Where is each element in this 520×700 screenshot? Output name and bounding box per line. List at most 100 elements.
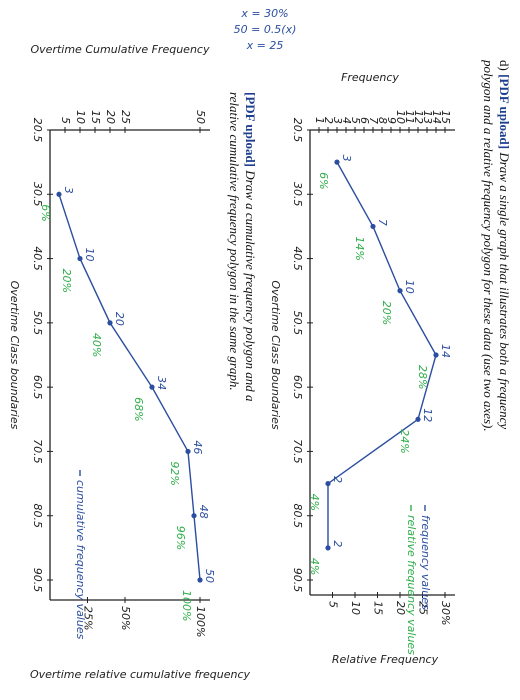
x-tick-label: 90.5 [291, 568, 304, 593]
y-tick-label: 2 [322, 117, 335, 124]
point-label: 34 [155, 376, 168, 390]
point-label: 12 [421, 408, 434, 422]
data-point [77, 255, 83, 262]
note: x = 25 [246, 39, 284, 52]
question-text: d) [PDF upload] Draw a single graph that… [480, 60, 512, 460]
x-tick-label: 80.5 [291, 503, 304, 528]
y2-tick-label: 100% [194, 606, 207, 637]
x-axis-title: Overtime Class Boundaries [269, 280, 282, 430]
x-tick-label: 70.5 [291, 439, 304, 464]
relative-value-label: 20% [60, 269, 73, 293]
legend-entry: relative frequency values [405, 515, 418, 655]
y-tick-label: 10 [394, 110, 407, 124]
rotated-sheet: d) [PDF upload] Draw a single graph that… [8, 7, 512, 681]
data-point [370, 223, 376, 230]
relative-value-label: 6% [39, 204, 52, 221]
relative-value-label: 14% [353, 236, 366, 260]
data-point [56, 191, 62, 197]
y-tick-label: 5 [59, 117, 72, 124]
x-tick-label: 30.5 [31, 182, 44, 207]
point-label: 7 [376, 219, 389, 226]
question-tag: [PDF upload] [243, 92, 258, 167]
y-tick-label: 20 [104, 110, 117, 124]
y-tick-label: 5 [349, 117, 362, 124]
relative-value-label: 28% [416, 365, 429, 389]
x-tick-label: 50.5 [31, 311, 44, 336]
x-tick-label: 40.5 [291, 246, 304, 271]
relative-value-label: 100% [180, 590, 193, 621]
y2-tick-label: 15 [372, 601, 385, 615]
legend-entry: frequency values [419, 515, 432, 610]
question-label: d) [497, 60, 512, 71]
x-tick-label: 40.5 [31, 246, 44, 271]
point-label: 14 [439, 344, 452, 358]
note: x = 30% [240, 7, 288, 20]
x-tick-label: 60.5 [31, 375, 44, 400]
x-tick-label: 30.5 [291, 182, 304, 207]
y2-tick-label: 25 [417, 601, 430, 615]
x-tick-label: 80.5 [31, 503, 44, 528]
y2-tick-label: 5 [327, 601, 340, 608]
x-tick-label: 20.5 [31, 118, 44, 143]
y-tick-label: 11 [403, 110, 416, 124]
y2-tick-label: 10 [349, 601, 362, 615]
question-d: d) [PDF upload] Draw a single graph that… [480, 60, 512, 460]
y-tick-label: 15 [89, 110, 102, 124]
point-label: 2 [331, 476, 344, 483]
point-label: 10 [403, 280, 416, 294]
point-label: 46 [191, 440, 204, 454]
point-label: 10 [83, 248, 96, 262]
data-point [107, 320, 113, 326]
y-tick-label: 25 [119, 110, 132, 124]
note: 50 = 0.5(x) [234, 23, 297, 36]
y2-tick-label: 50% [119, 606, 132, 630]
y-tick-label: 3 [331, 117, 344, 124]
y-tick-label: 13 [421, 110, 434, 124]
relative-value-label: 68% [132, 397, 145, 421]
data-point [149, 384, 155, 390]
data-point [197, 577, 203, 583]
x-tick-label: 90.5 [31, 568, 44, 593]
question-tag: [PDF upload] [497, 74, 512, 150]
relative-value-label: 96% [174, 526, 187, 550]
point-label: 3 [340, 155, 353, 162]
y-axis-title: Frequency [341, 71, 399, 84]
point-label: 3 [62, 187, 75, 194]
y-tick-label: 9 [385, 117, 398, 124]
y2-axis-title: Overtime relative cumulative frequency [30, 668, 251, 681]
relative-value-label: 20% [380, 301, 393, 325]
y2-tick-label: 20 [394, 601, 407, 615]
data-point [415, 416, 421, 422]
point-label: 50 [203, 569, 216, 583]
x-tick-label: 70.5 [31, 439, 44, 464]
y-tick-label: 7 [367, 117, 380, 124]
point-label: 48 [197, 505, 210, 519]
relative-value-label: 4% [308, 558, 321, 575]
relative-value-label: 6% [317, 172, 330, 189]
question-e: [PDF upload] Draw a cumulative frequency… [227, 92, 258, 402]
y-tick-label: 10 [74, 110, 87, 124]
y-axis-title: Overtime Cumulative Frequency [31, 43, 210, 56]
relative-value-label: 4% [308, 494, 321, 511]
y2-tick-label: 30% [439, 601, 452, 625]
y-tick-label: 4 [340, 117, 353, 124]
data-point [397, 288, 403, 294]
x-tick-label: 60.5 [291, 375, 304, 400]
relative-value-label: 40% [90, 333, 103, 357]
point-label: 20 [113, 312, 126, 326]
data-point [185, 448, 191, 455]
relative-value-label: 24% [398, 429, 411, 453]
y2-tick-label: 25% [82, 606, 95, 630]
x-axis-title: Overtime Class boundaries [8, 281, 21, 430]
legend-entry: cumulative frequency values [74, 480, 87, 640]
y2-axis-title: Relative Frequency [332, 653, 439, 666]
y-tick-label: 12 [412, 110, 425, 124]
data-point [191, 513, 197, 519]
relative-value-label: 92% [168, 461, 181, 485]
y-tick-label: 8 [376, 117, 389, 124]
data-point [334, 159, 340, 165]
x-tick-label: 50.5 [291, 311, 304, 336]
data-point [433, 352, 439, 358]
y-tick-label: 15 [439, 110, 452, 124]
